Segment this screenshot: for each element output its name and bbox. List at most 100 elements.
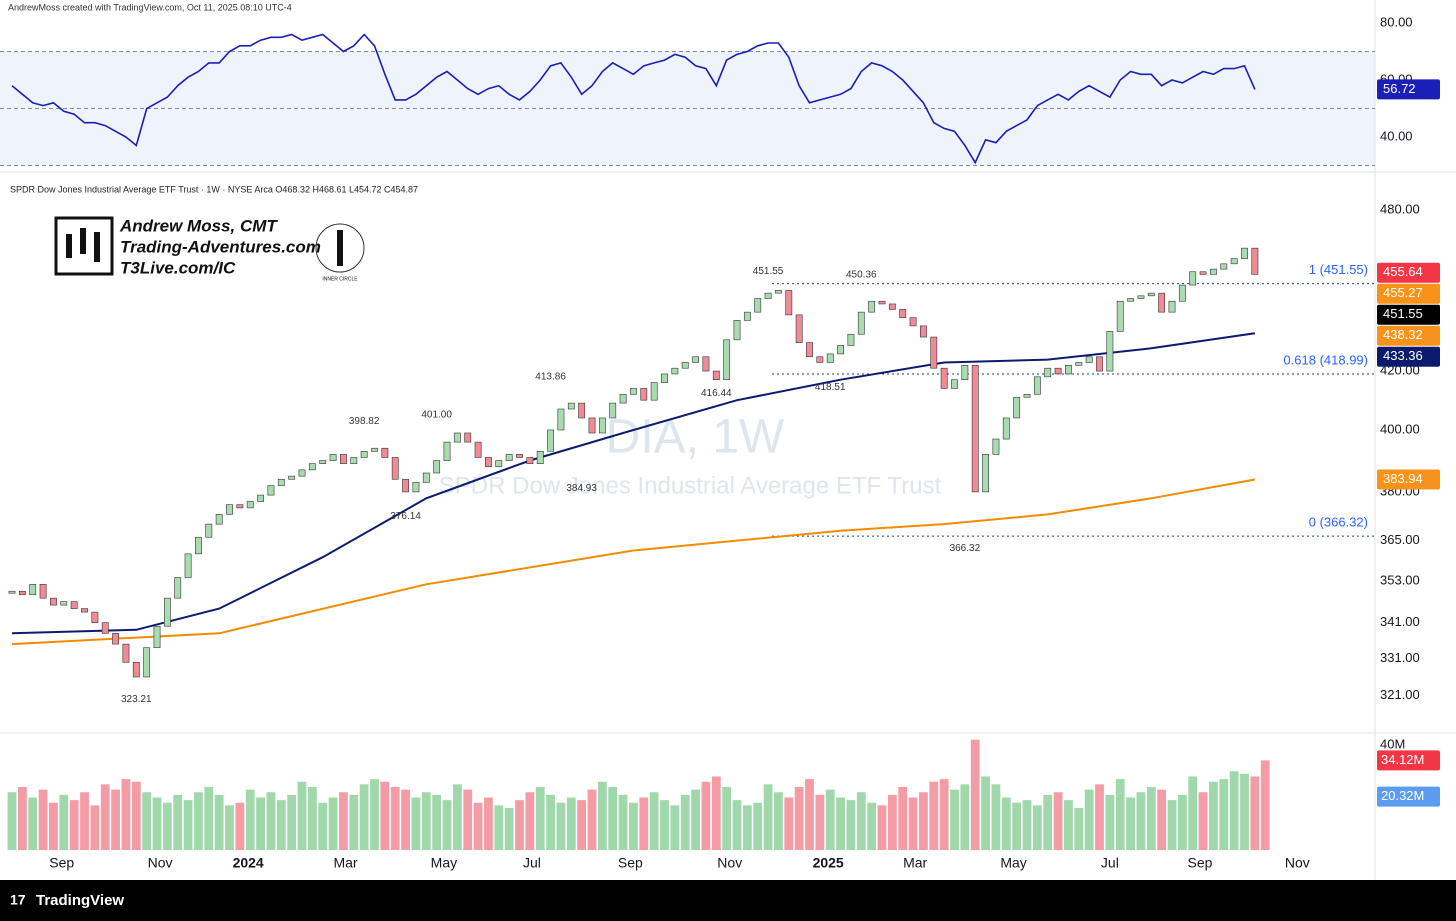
volume-bar xyxy=(49,802,58,850)
candle xyxy=(174,577,182,599)
logo-box xyxy=(54,216,114,276)
candle xyxy=(920,325,927,338)
y-tick-label: 80.00 xyxy=(1380,15,1413,30)
candle xyxy=(930,336,938,369)
candle xyxy=(806,342,813,358)
price-annotation: 398.82 xyxy=(349,416,380,427)
volume-tag xyxy=(1377,750,1440,771)
volume-bar xyxy=(463,789,473,850)
candle xyxy=(609,402,617,419)
candle xyxy=(381,447,389,458)
logo-candle xyxy=(94,232,100,262)
volume-bar xyxy=(411,797,421,850)
volume-bar xyxy=(401,789,410,850)
volume-bar xyxy=(328,797,338,850)
volume-bar xyxy=(1012,802,1022,850)
candle xyxy=(1168,300,1176,313)
volume-bar xyxy=(235,802,245,850)
candle xyxy=(91,611,99,623)
volume-bar xyxy=(1043,794,1053,850)
volume-bar xyxy=(970,739,980,850)
watermark-name: SPDR Dow Jones Industrial Average ETF Tr… xyxy=(439,472,942,499)
x-tick-label: 2025 xyxy=(813,855,844,871)
x-tick-label: May xyxy=(1000,855,1026,871)
candle xyxy=(826,353,834,363)
price-annotation: 323.21 xyxy=(121,694,152,705)
candle xyxy=(526,457,534,464)
volume-bar xyxy=(504,807,514,850)
candle xyxy=(246,501,254,509)
volume-bar xyxy=(370,779,379,850)
volume-bar xyxy=(1074,807,1084,850)
volume-bar xyxy=(629,802,638,850)
candle xyxy=(474,441,482,458)
candle xyxy=(60,601,68,606)
candle xyxy=(1116,300,1124,332)
candle xyxy=(743,311,751,321)
fib-label: 0.618 (418.99) xyxy=(1283,352,1368,367)
candle xyxy=(878,300,886,305)
volume-bar xyxy=(111,789,120,850)
volume-bar xyxy=(566,797,576,850)
price-annotation: 413.86 xyxy=(535,371,566,382)
volume-bar xyxy=(577,800,587,850)
volume-bar xyxy=(359,784,369,850)
candle xyxy=(909,317,917,327)
volume-bar xyxy=(390,786,400,850)
y-tick-label: 40M xyxy=(1380,736,1405,751)
volume-bar xyxy=(38,789,48,850)
candle xyxy=(1158,292,1166,313)
logo-site: Trading-Adventures.com xyxy=(120,237,321,256)
volume-bar xyxy=(1167,800,1177,850)
volume-bar xyxy=(836,797,845,850)
volume-bar xyxy=(380,781,390,850)
candle xyxy=(1127,298,1134,302)
price-tag xyxy=(1377,262,1440,283)
volume-bar xyxy=(680,794,690,850)
volume-bar xyxy=(867,802,877,850)
candle xyxy=(578,402,586,419)
candle xyxy=(557,408,565,431)
volume-bar xyxy=(183,800,193,850)
candle xyxy=(329,454,337,461)
volume-bar xyxy=(307,786,317,850)
credit: AndrewMoss created with TradingView.com,… xyxy=(8,2,292,12)
volume-bar xyxy=(805,779,814,850)
y-tick-label: 365.00 xyxy=(1380,532,1420,547)
price-annotation: 450.36 xyxy=(846,269,877,280)
fib-label: 1 (451.55) xyxy=(1309,262,1368,277)
volume-bar xyxy=(887,794,897,850)
volume-bar xyxy=(484,797,493,850)
candle xyxy=(505,454,513,461)
candle xyxy=(1199,271,1207,275)
candle xyxy=(433,460,441,474)
volume-bar xyxy=(1022,800,1032,850)
volume-bar xyxy=(815,794,825,850)
volume-bar xyxy=(722,786,732,850)
candle xyxy=(992,438,1000,455)
candle xyxy=(319,460,327,464)
x-tick-label: Jul xyxy=(523,855,541,871)
x-tick-label: Nov xyxy=(1285,855,1310,871)
volume-bar xyxy=(546,794,555,850)
candle xyxy=(195,536,202,555)
price-annotation: 376.14 xyxy=(390,511,421,522)
y-tick-label: 40.00 xyxy=(1380,128,1413,143)
price-annotation: 418.51 xyxy=(815,382,846,393)
candle xyxy=(1220,263,1228,270)
candle xyxy=(971,365,979,493)
candle xyxy=(18,590,26,595)
volume-bar xyxy=(1177,794,1187,850)
candle xyxy=(1106,331,1114,372)
candle xyxy=(785,290,793,316)
volume-bar xyxy=(256,797,265,850)
candle xyxy=(485,457,492,468)
volume-bar xyxy=(1001,797,1011,850)
candle xyxy=(101,622,109,634)
volume-bar xyxy=(618,794,628,850)
volume-bar xyxy=(1032,805,1042,850)
volume-bar xyxy=(1064,800,1073,850)
volume-bar xyxy=(152,797,162,850)
x-tick-label: 2024 xyxy=(233,855,264,871)
price-tag-label: 438.32 xyxy=(1383,327,1423,342)
